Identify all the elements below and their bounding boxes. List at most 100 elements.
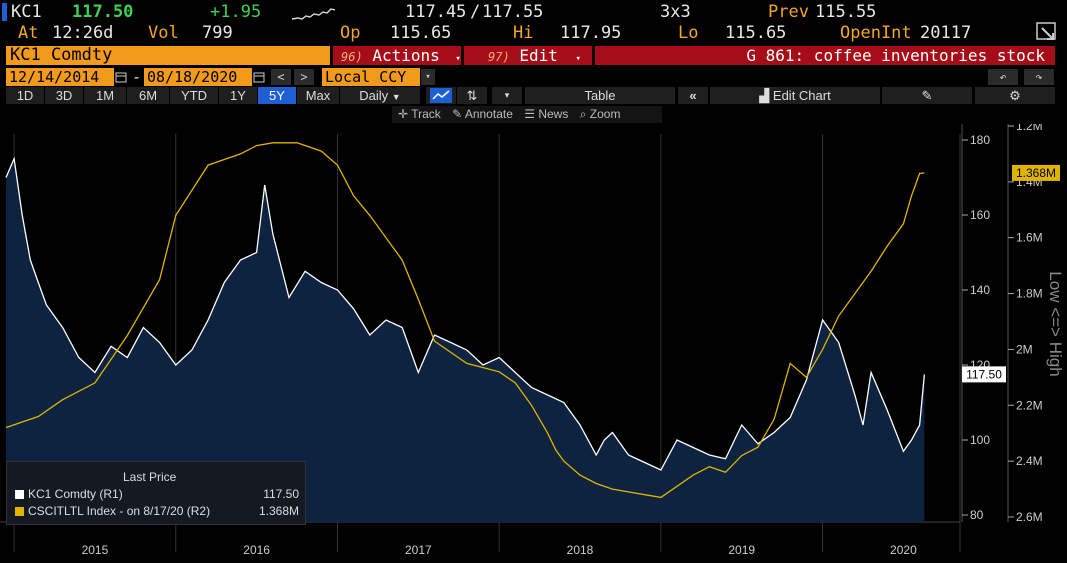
open-price: 115.65 (390, 23, 452, 43)
frequency-caret-icon: ▼ (391, 92, 401, 102)
edit-chart-icon: ▟ (759, 88, 770, 103)
chevron-right-icon: > (300, 70, 308, 84)
at-label: At (18, 23, 39, 43)
actions-menu[interactable]: 96) Actions ▾ (333, 46, 461, 65)
news-icon: ☰ (524, 107, 535, 121)
undo-icon: ↶ (999, 70, 1007, 84)
currency-dropdown-icon[interactable]: ▾ (421, 69, 435, 85)
inventory-tick-label: 1.6M (1016, 231, 1043, 245)
inventory-tick-label: 1.2M (1016, 124, 1043, 133)
edit-number: 97) (488, 50, 510, 64)
price-change: +1.95 (210, 2, 262, 22)
actions-number: 96) (341, 50, 363, 64)
prev-label: Prev (768, 2, 809, 22)
legend-title: Last Price (123, 470, 177, 484)
security-name-field[interactable]: KC1 Comdty (6, 46, 330, 65)
period-5y[interactable]: 5Y (258, 87, 296, 104)
price-tick-label: 180 (970, 133, 990, 147)
x-tick-label: 2018 (567, 543, 594, 557)
period-max[interactable]: Max (297, 87, 339, 104)
end-calendar-icon[interactable] (253, 68, 265, 86)
high-label: Hi (513, 23, 534, 43)
previous-range-button[interactable]: < (271, 69, 291, 85)
start-calendar-icon[interactable] (115, 68, 127, 86)
price-tick-label: 100 (970, 433, 990, 447)
resize-window-icon[interactable] (1036, 22, 1058, 42)
high-price: 117.95 (560, 23, 622, 43)
price-tick-label: 140 (970, 283, 990, 297)
inventory-tick-label: 2.4M (1016, 454, 1043, 468)
bar-chart-icon[interactable]: ⇅ (457, 87, 487, 104)
crosshair-icon: ✛ (398, 107, 409, 121)
last-price: 117.50 (72, 2, 134, 22)
date-range-dash: - (132, 68, 142, 86)
bid-ask-size: 3x3 (660, 2, 691, 22)
settings-gear-icon[interactable]: ⚙ (975, 87, 1055, 104)
news-tool[interactable]: ☰ News (524, 107, 568, 121)
last-price-tag: 117.50 (966, 367, 1002, 381)
edit-menu[interactable]: 97) Edit ▾ (464, 46, 592, 65)
actions-label: Actions (372, 46, 440, 65)
inventory-axis-caption: Low <=> High (1046, 271, 1065, 376)
price-tick-label: 80 (970, 508, 984, 522)
chevron-left-icon: < (277, 70, 285, 84)
period-1m[interactable]: 1M (84, 87, 126, 104)
ask-price: 117.55 (482, 2, 544, 22)
x-tick-label: 2020 (890, 543, 917, 557)
period-6m[interactable]: 6M (127, 87, 169, 104)
redo-icon: ↷ (1035, 70, 1043, 84)
period-1d[interactable]: 1D (6, 87, 44, 104)
period-ytd[interactable]: YTD (170, 87, 218, 104)
pencil-icon: ✎ (452, 107, 463, 121)
period-1y[interactable]: 1Y (219, 87, 257, 104)
low-label: Lo (678, 23, 699, 43)
annotate-pen-icon[interactable]: ✎ (882, 87, 972, 104)
prev-close: 115.55 (815, 2, 877, 22)
period-3d[interactable]: 3D (45, 87, 83, 104)
bid-price: 117.45 (405, 2, 467, 22)
zoom-tool[interactable]: ⌕ Zoom (580, 107, 621, 121)
currency-select[interactable]: Local CCY (322, 68, 420, 86)
ticker-marker (2, 3, 7, 21)
track-tool[interactable]: ✛ Track (398, 107, 441, 121)
inventory-swatch (15, 507, 24, 516)
legend-series-inventory: CSCITLTL Index - on 8/17/20 (R2) 1.368M (15, 504, 299, 518)
table-button[interactable]: Table (525, 87, 675, 104)
price-swatch (15, 490, 24, 499)
line-chart-button[interactable] (426, 87, 456, 104)
frequency-select[interactable]: Daily ▼ (340, 87, 420, 104)
inventory-tick-label: 2.2M (1016, 398, 1043, 412)
volume: 799 (202, 23, 233, 43)
magnifier-icon: ⌕ (579, 107, 587, 121)
track-label: Track (411, 107, 441, 121)
undo-button[interactable]: ↶ (988, 69, 1018, 85)
x-tick-label: 2016 (243, 543, 270, 557)
open-label: Op (340, 23, 361, 43)
ticker[interactable]: KC1 (11, 2, 42, 22)
edit-chart-button[interactable]: ▟ Edit Chart (710, 87, 880, 104)
zoom-label: Zoom (589, 107, 621, 121)
news-label: News (538, 107, 569, 121)
vol-label: Vol (148, 23, 179, 43)
inventory-tick-label: 2.6M (1016, 510, 1043, 524)
last-inventory-tag-bg (1012, 164, 1060, 181)
legend-price-name: KC1 Comdty (R1) (28, 487, 123, 501)
x-tick-label: 2019 (728, 543, 755, 557)
graph-title[interactable]: G 861: coffee inventories stock (595, 46, 1055, 65)
legend-price-value: 117.50 (263, 487, 299, 501)
redo-button[interactable]: ↷ (1024, 69, 1054, 85)
annotate-tool[interactable]: ✎ Annotate (452, 107, 513, 121)
next-range-button[interactable]: > (294, 69, 314, 85)
chart-options-caret-icon[interactable]: ▾ (492, 87, 522, 104)
start-date-input[interactable]: 12/14/2014 (6, 68, 114, 86)
collapse-icon[interactable]: « (678, 87, 708, 104)
chart-tools-bar: ✛ Track ✎ Annotate ☰ News ⌕ Zoom (392, 106, 662, 123)
bid-ask-separator: / (470, 2, 481, 22)
price-line (5, 156, 926, 471)
price-area (6, 158, 925, 523)
legend-inventory-value: 1.368M (258, 504, 299, 518)
edit-chart-label: Edit Chart (772, 88, 831, 103)
sparkline-icon (292, 8, 336, 20)
end-date-input[interactable]: 08/18/2020 (144, 68, 252, 86)
inventory-tick-label: 1.8M (1016, 287, 1043, 301)
